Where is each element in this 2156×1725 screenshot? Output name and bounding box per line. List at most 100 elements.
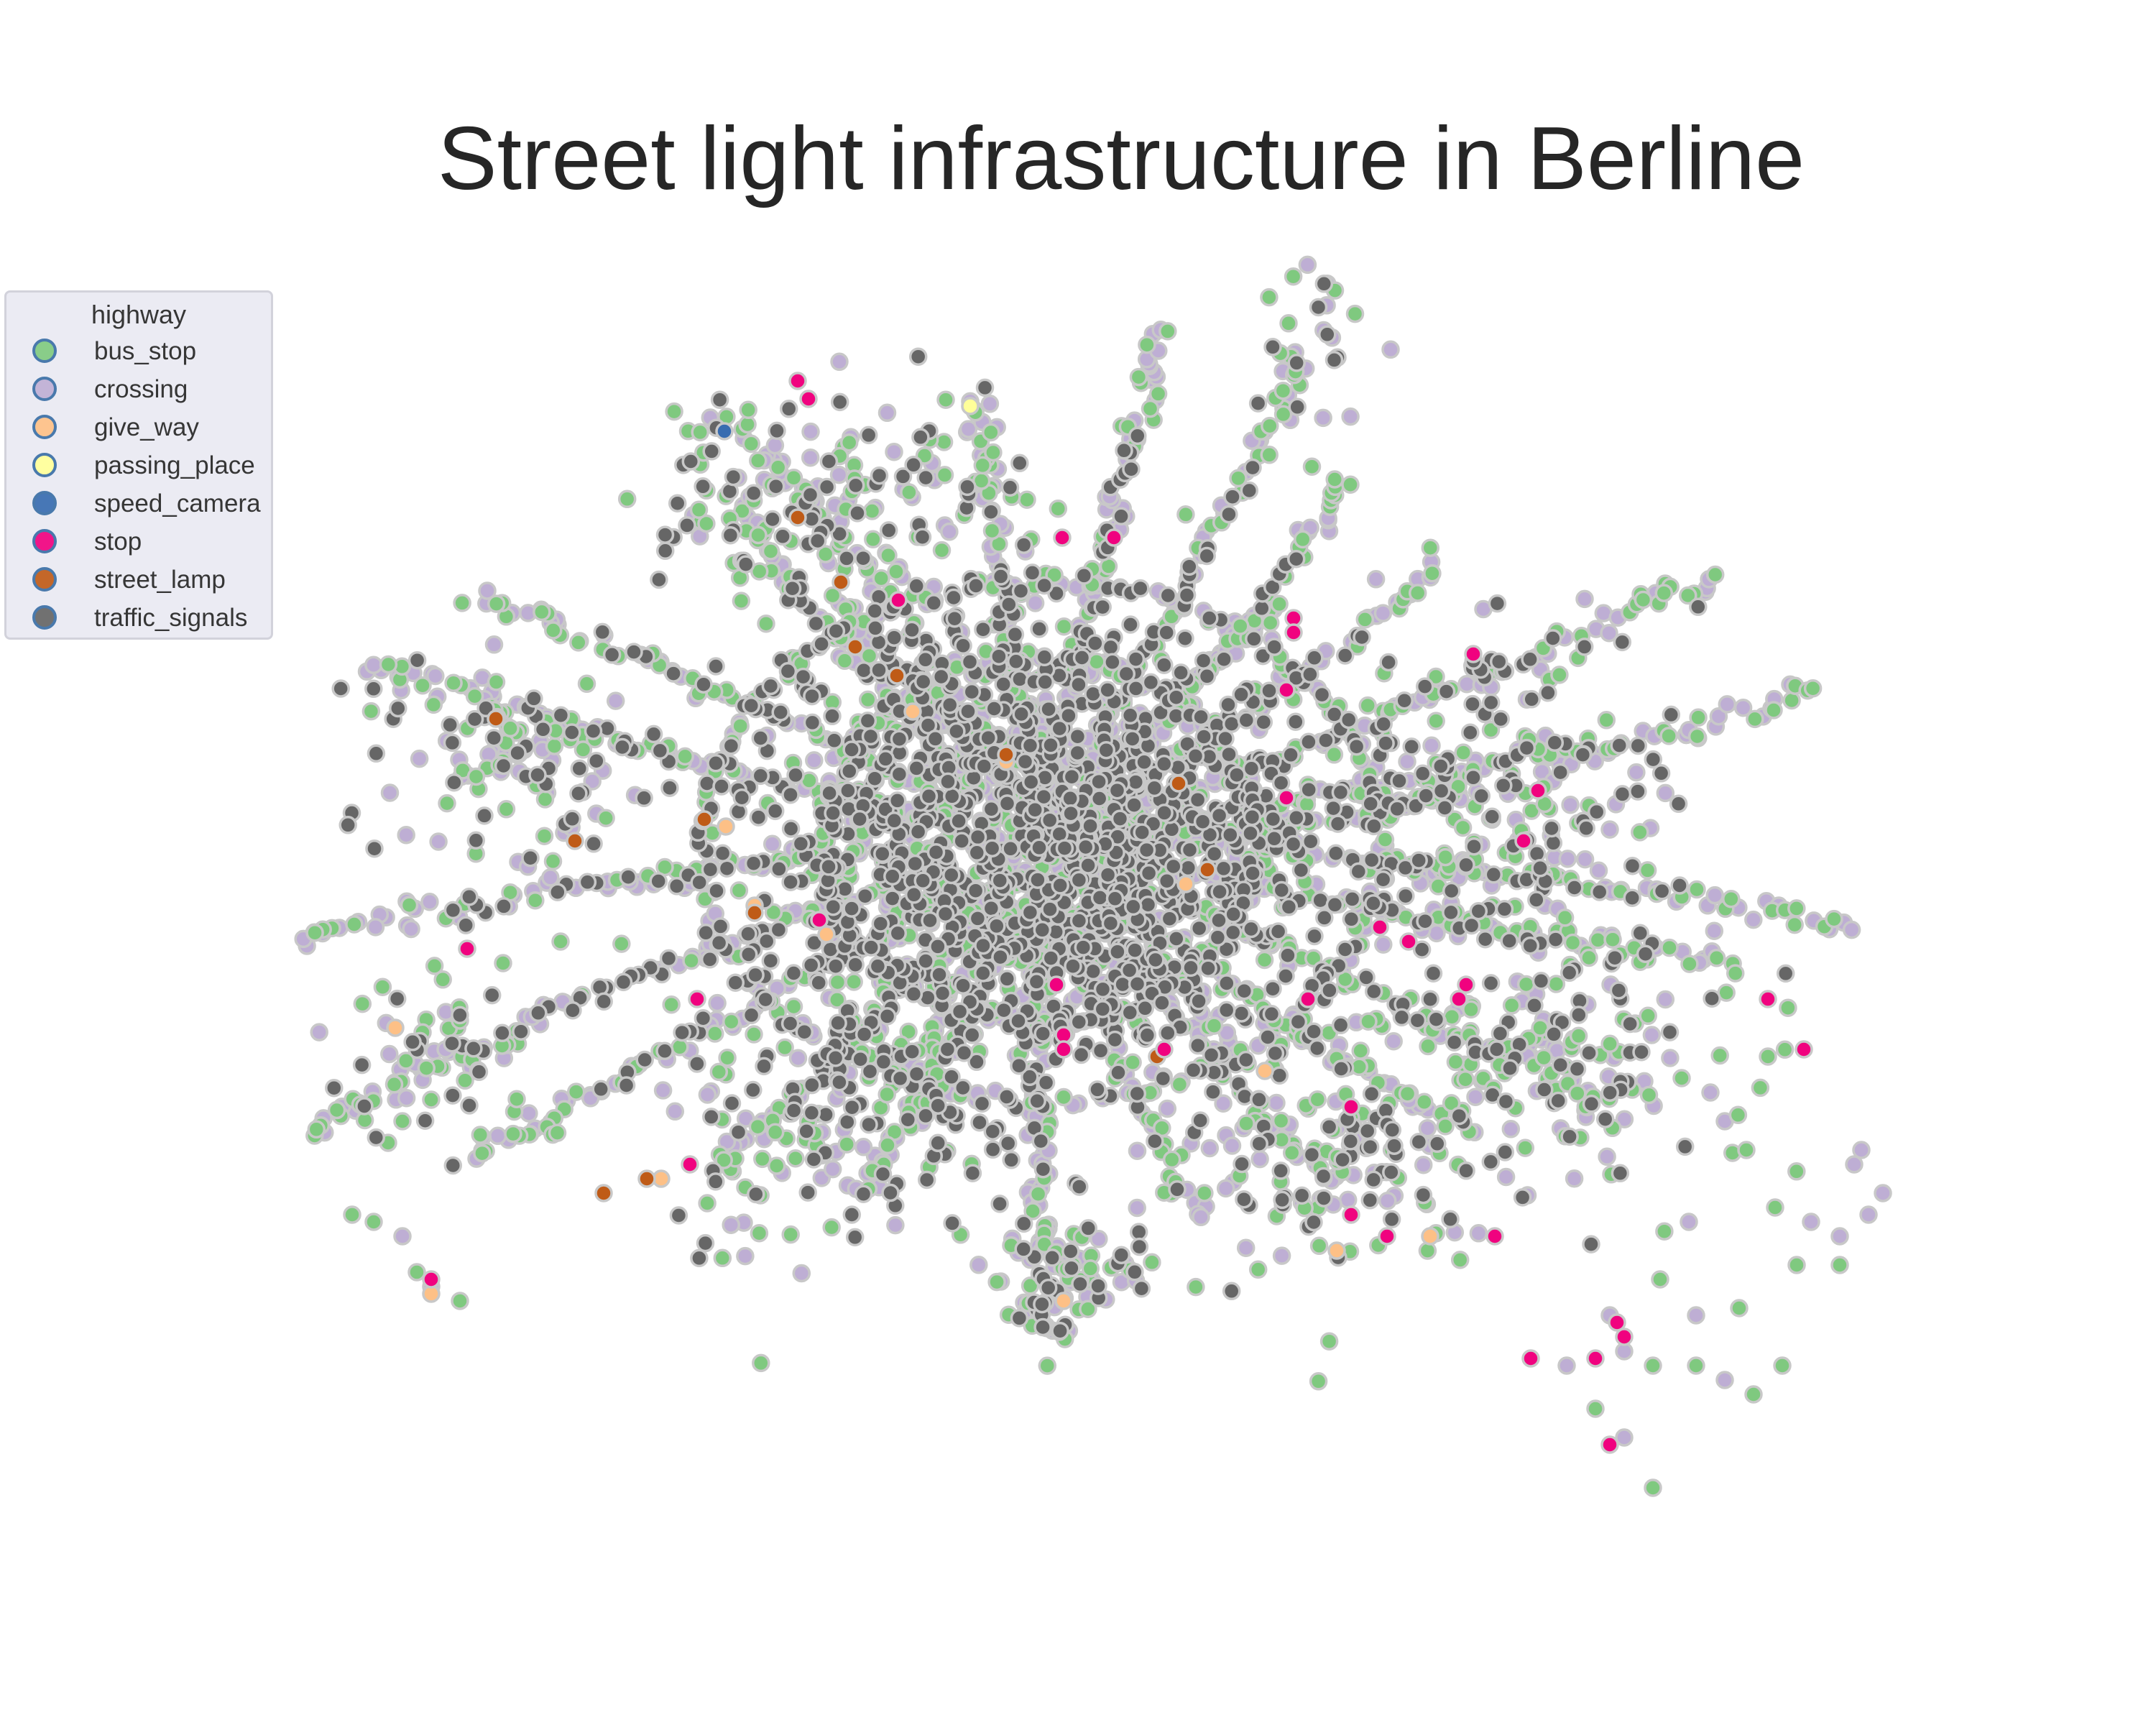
point-traffic-signals <box>1081 816 1100 835</box>
point-crossing <box>1705 886 1724 905</box>
point-traffic-signals <box>1088 1080 1107 1099</box>
point-traffic-signals <box>765 801 785 821</box>
point-traffic-signals <box>1331 1016 1350 1035</box>
point-traffic-signals <box>1358 1121 1377 1141</box>
point-traffic-signals <box>1141 673 1161 692</box>
point-bus-stop <box>765 1123 785 1142</box>
point-traffic-signals <box>655 541 675 561</box>
point-traffic-signals <box>1513 1188 1532 1207</box>
point-traffic-signals <box>845 1228 865 1247</box>
point-bus-stop <box>1746 709 1764 729</box>
point-traffic-signals <box>744 484 763 502</box>
point-crossing <box>366 918 385 937</box>
legend-item-bus-stop: bus_stop <box>28 336 265 373</box>
point-traffic-signals <box>1441 1210 1460 1229</box>
point-traffic-signals <box>1245 630 1263 648</box>
point-stop <box>1342 1098 1360 1116</box>
point-traffic-signals <box>846 476 865 495</box>
point-bus-stop <box>1639 1085 1659 1105</box>
point-traffic-signals <box>1014 535 1033 554</box>
point-bus-stop <box>1453 818 1473 837</box>
point-stop <box>1105 528 1123 547</box>
point-traffic-signals <box>1121 615 1140 634</box>
point-traffic-signals <box>1051 876 1069 895</box>
point-traffic-signals <box>1609 981 1628 1000</box>
point-traffic-signals <box>1573 745 1593 764</box>
point-traffic-signals <box>1376 734 1395 753</box>
point-bus-stop <box>573 740 593 759</box>
point-traffic-signals <box>866 619 885 638</box>
point-bus-stop <box>1261 613 1280 632</box>
point-traffic-signals <box>521 848 540 868</box>
point-traffic-signals <box>1495 900 1514 919</box>
point-traffic-signals <box>1644 750 1663 769</box>
point-traffic-signals <box>958 477 977 497</box>
point-bus-stop <box>1631 823 1649 842</box>
point-bus-stop <box>1049 499 1068 518</box>
point-bus-stop <box>1586 1399 1605 1418</box>
point-traffic-signals <box>913 528 932 546</box>
point-traffic-signals <box>1260 681 1279 700</box>
point-street-lamp <box>788 508 807 527</box>
point-traffic-signals <box>1623 888 1641 907</box>
point-traffic-signals <box>1324 799 1343 818</box>
point-bus-stop <box>1436 847 1455 867</box>
point-traffic-signals <box>664 664 683 683</box>
point-crossing <box>1575 850 1595 869</box>
point-traffic-signals <box>1670 876 1689 895</box>
point-crossing <box>1128 1198 1146 1218</box>
point-traffic-signals <box>1041 949 1061 967</box>
point-traffic-signals <box>1521 936 1540 955</box>
point-street-lamp <box>997 745 1015 764</box>
point-stop <box>1047 975 1066 994</box>
point-bus-stop <box>900 483 918 502</box>
point-crossing <box>420 893 439 911</box>
point-traffic-signals <box>1362 850 1381 870</box>
point-crossing <box>959 420 978 438</box>
point-traffic-signals <box>860 1115 878 1134</box>
point-crossing <box>763 834 782 854</box>
point-traffic-signals <box>1546 930 1565 949</box>
point-crossing <box>1214 1094 1233 1113</box>
point-traffic-signals <box>698 774 717 793</box>
point-traffic-signals <box>1145 778 1164 798</box>
point-bus-stop <box>1679 586 1697 605</box>
point-traffic-signals <box>954 976 972 995</box>
point-traffic-signals <box>983 1140 1003 1159</box>
legend-label: give_way <box>94 413 199 441</box>
point-stop <box>688 990 706 1008</box>
point-traffic-signals <box>839 781 857 800</box>
point-traffic-signals <box>929 1096 947 1115</box>
point-traffic-signals <box>945 609 964 628</box>
legend-marker <box>32 529 57 553</box>
point-traffic-signals <box>512 1022 530 1041</box>
point-traffic-signals <box>1031 1131 1051 1151</box>
point-crossing <box>1200 1138 1220 1158</box>
point-traffic-signals <box>533 720 553 739</box>
point-traffic-signals <box>644 724 663 744</box>
legend-label: traffic_signals <box>94 604 248 632</box>
point-traffic-signals <box>907 1064 926 1083</box>
point-traffic-signals <box>1068 727 1087 746</box>
point-street-lamp <box>594 1184 613 1202</box>
point-traffic-signals <box>1314 275 1334 293</box>
point-traffic-signals <box>803 1075 821 1095</box>
point-traffic-signals <box>888 791 907 810</box>
point-traffic-signals <box>1266 1044 1285 1063</box>
point-bus-stop <box>526 891 545 910</box>
point-bus-stop <box>862 502 882 520</box>
point-stop <box>1514 832 1533 850</box>
point-traffic-signals <box>943 1214 962 1233</box>
point-traffic-signals <box>1138 895 1158 914</box>
point-traffic-signals <box>635 1050 654 1070</box>
point-traffic-signals <box>1015 752 1035 771</box>
point-traffic-signals <box>1093 597 1112 617</box>
point-bus-stop <box>569 633 588 652</box>
point-bus-stop <box>1141 399 1160 418</box>
point-traffic-signals <box>721 525 740 545</box>
point-bus-stop <box>982 423 1000 442</box>
point-traffic-signals <box>916 468 935 487</box>
point-traffic-signals <box>729 1123 748 1141</box>
point-traffic-signals <box>1051 1321 1069 1340</box>
point-bus-stop <box>1129 367 1148 387</box>
